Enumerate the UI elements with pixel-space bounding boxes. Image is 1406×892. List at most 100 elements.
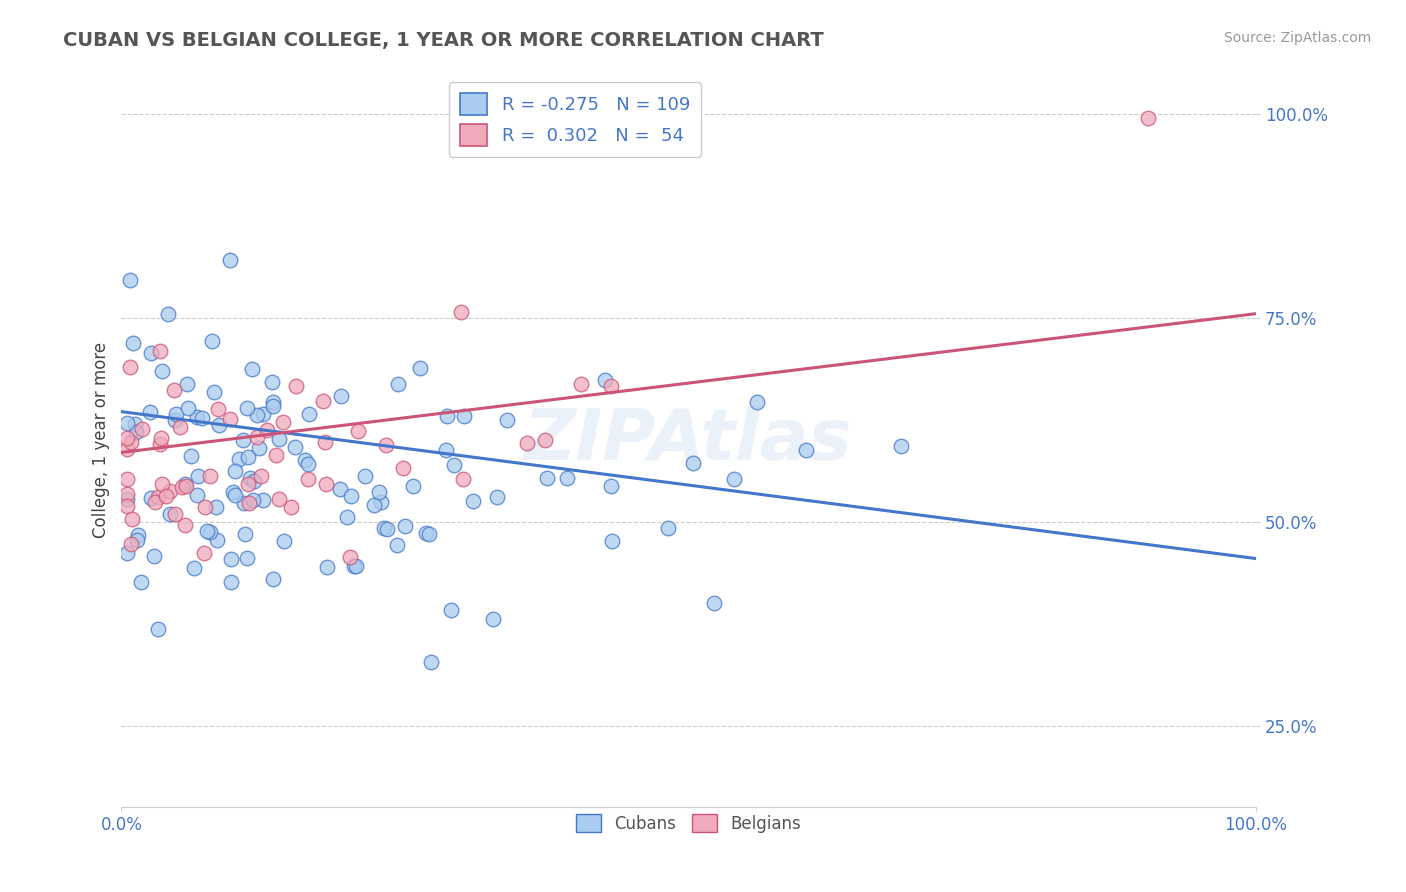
Point [163,507,186,521]
Point [142,549,165,563]
Point [516,436,538,450]
Point [329,389,352,403]
Point [195,524,218,538]
Point [340,489,363,503]
Point [336,509,359,524]
Point [315,477,337,491]
Point [347,424,370,438]
Point [165,407,187,421]
Point [294,453,316,467]
Point [170,480,193,494]
Point [262,375,284,389]
Point [246,408,269,422]
Point [238,496,260,510]
Point [201,334,224,348]
Point [239,471,262,485]
Point [284,379,307,393]
Point [394,519,416,533]
Point [148,491,170,505]
Point [205,533,228,548]
Point [600,379,623,393]
Point [121,335,143,350]
Point [461,494,484,508]
Point [262,573,284,587]
Point [443,458,465,472]
Point [375,438,398,452]
Point [183,560,205,574]
Point [131,421,153,435]
Point [569,376,592,391]
Point [236,477,259,491]
Point [387,376,409,391]
Point [392,460,415,475]
Point [482,611,505,625]
Point [187,469,209,483]
Point [176,478,198,492]
Point [190,411,212,425]
Point [266,448,288,462]
Point [314,435,336,450]
Point [208,418,231,433]
Point [150,477,173,491]
Point [890,439,912,453]
Point [342,558,364,573]
Point [368,484,391,499]
Point [127,528,149,542]
Point [150,431,173,445]
Point [1136,111,1159,125]
Point [163,413,186,427]
Point [159,507,181,521]
Point [118,272,141,286]
Point [242,492,264,507]
Point [120,537,142,551]
Point [536,471,558,485]
Point [125,425,148,440]
Point [387,538,409,552]
Point [115,546,138,560]
Point [434,443,457,458]
Point [159,483,181,498]
Point [228,451,250,466]
Point [180,449,202,463]
Y-axis label: College, 1 year or more: College, 1 year or more [93,343,110,538]
Point [495,413,517,427]
Point [141,491,163,505]
Point [703,596,725,610]
Point [298,407,321,421]
Point [222,485,245,500]
Point [329,482,352,496]
Point [534,434,557,448]
Point [232,434,254,448]
Point [252,407,274,421]
Point [150,364,173,378]
Point [169,419,191,434]
Point [419,655,441,669]
Point [593,373,616,387]
Text: ZIPAtlas: ZIPAtlas [524,406,853,475]
Point [453,409,475,423]
Point [118,359,141,374]
Point [682,456,704,470]
Point [193,546,215,560]
Point [200,469,222,483]
Point [238,450,260,464]
Point [157,307,180,321]
Point [207,402,229,417]
Point [271,415,294,429]
Point [415,525,437,540]
Point [344,558,367,573]
Point [176,401,198,415]
Point [176,376,198,391]
Point [247,441,270,455]
Point [657,521,679,535]
Point [353,469,375,483]
Text: Source: ZipAtlas.com: Source: ZipAtlas.com [1223,31,1371,45]
Point [246,430,269,444]
Point [256,423,278,437]
Point [121,512,143,526]
Point [439,602,461,616]
Point [363,499,385,513]
Point [373,521,395,535]
Point [224,463,246,477]
Point [233,526,256,541]
